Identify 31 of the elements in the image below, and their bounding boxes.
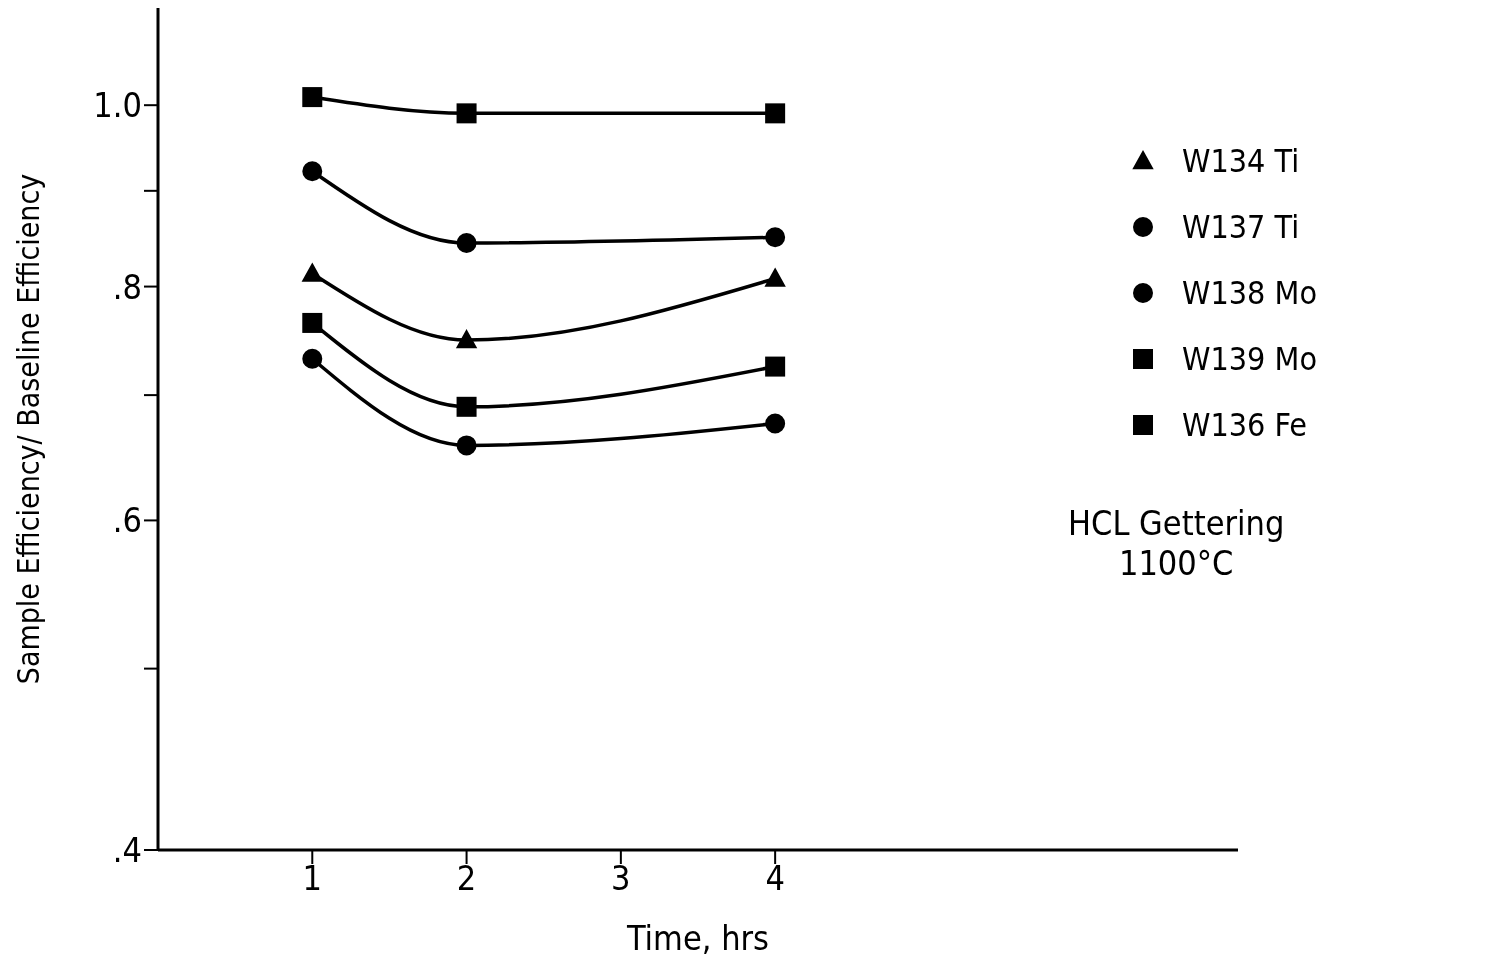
y-tick-label: .4 [112,830,142,871]
x-tick-label: 2 [456,858,477,899]
point [302,263,323,282]
point [765,356,786,377]
y-axis-title: Sample Efficiency/ Baseline Efficiency [10,173,46,685]
point [765,103,786,124]
x-tick-label: 4 [765,858,785,899]
point [456,103,477,124]
legend-label: W139 Mo [1182,340,1317,378]
x-axis-title: Time, hrs [625,918,770,958]
x-tick-label: 3 [611,858,631,899]
point [302,87,323,108]
point [456,396,477,417]
point [302,312,323,333]
point [765,268,786,287]
legend-label: W134 Ti [1182,142,1300,180]
legend-label: W138 Mo [1182,274,1317,312]
point [302,348,323,369]
x-tick-label: 1 [302,858,323,899]
y-tick-label: .8 [112,266,142,307]
y-tick-label: .6 [112,500,142,541]
point [456,330,477,349]
point [765,227,786,248]
legend-label: W137 Ti [1182,208,1300,246]
y-tick-label: 1.0 [93,85,142,126]
point [302,161,323,182]
annotation: HCL Gettering 1100°C [1068,503,1285,583]
legend-label: W136 Fe [1182,406,1308,444]
point [765,413,786,434]
point [456,435,477,456]
point [456,233,477,254]
